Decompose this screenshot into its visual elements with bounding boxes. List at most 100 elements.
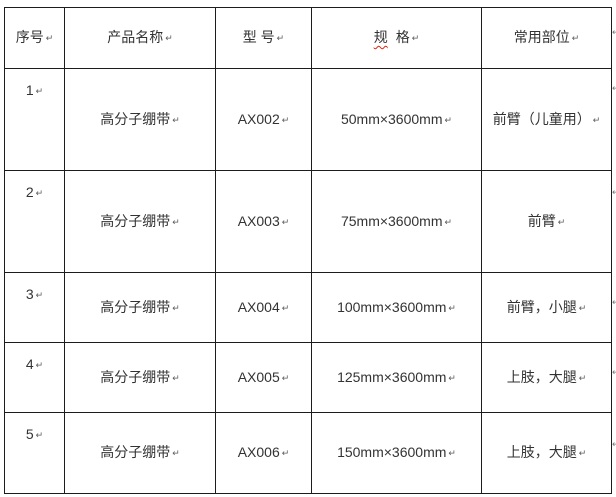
paragraph-mark-icon: ↵ (35, 290, 44, 300)
cell-spec[interactable]: 125mm×3600mm ↵ (311, 342, 482, 413)
table-row: 1 ↵ 高分子绷带 ↵ AX002 ↵ 50mm×3600mm ↵ 前臂（儿童用） ↵ (4, 68, 612, 171)
cell-spec[interactable]: 75mm×3600mm ↵ (311, 170, 482, 273)
cell-model[interactable]: AX002 ↵ (215, 68, 312, 171)
paragraph-mark-icon: ↵ (448, 372, 456, 383)
header-index-label: 序号 (15, 29, 44, 45)
table-row: 3 ↵ 高分子绷带 ↵ AX004 ↵ 100mm×3600mm ↵ 前臂，小腿 ↵ (4, 272, 612, 343)
spec-text: 125mm×3600mm (337, 368, 447, 385)
paragraph-mark-icon: ↵ (281, 114, 290, 125)
cell-spec[interactable]: 50mm×3600mm ↵ (311, 68, 482, 171)
row-end-mark-icon: ↵ (612, 27, 616, 37)
product-name-text: 高分子绷带 (100, 110, 171, 127)
model-text: AX002 (237, 110, 280, 127)
paragraph-mark-icon: ↵ (172, 448, 180, 458)
header-parts-label: 常用部位 (513, 29, 570, 45)
paragraph-mark-icon: ↵ (172, 114, 180, 125)
spec-text: 150mm×3600mm (337, 444, 447, 460)
row-end-mark-icon: ↵ (612, 439, 616, 449)
row-end-mark-icon: ↵ (612, 297, 616, 307)
cell-parts[interactable]: 上肢，大腿 ↵ (481, 412, 612, 494)
paragraph-mark-icon: ↵ (35, 360, 44, 370)
cell-index[interactable]: 2 ↵ (4, 170, 65, 273)
paragraph-mark-icon: ↵ (578, 448, 587, 458)
row-number: 2 (25, 184, 34, 200)
table-row: 2 ↵ 高分子绷带 ↵ AX003 ↵ 75mm×3600mm ↵ 前臂 ↵ (4, 170, 612, 273)
header-spec-label-rest: 格 (395, 29, 410, 45)
row-number: 4 (25, 356, 34, 372)
paragraph-mark-icon: ↵ (578, 302, 587, 313)
paragraph-mark-icon: ↵ (172, 302, 180, 313)
product-table: 序号 ↵ 产品名称 ↵ 型 号 ↵ 规格 ↵ 常用部位 ↵ 1 ↵ 高分子绷带 ↵ (4, 7, 612, 494)
cell-model[interactable]: AX003 ↵ (215, 170, 312, 273)
product-name-text: 高分子绷带 (100, 368, 171, 385)
cell-product-name[interactable]: 高分子绷带 ↵ (64, 412, 216, 494)
cell-model[interactable]: AX004 ↵ (215, 272, 312, 343)
spec-text: 50mm×3600mm (340, 110, 443, 127)
parts-text: 前臂（儿童用） (492, 110, 591, 127)
paragraph-mark-icon: ↵ (172, 216, 180, 227)
cell-product-name[interactable]: 高分子绷带 ↵ (64, 342, 216, 413)
paragraph-mark-icon: ↵ (281, 372, 290, 383)
cell-model[interactable]: AX005 ↵ (215, 342, 312, 413)
paragraph-mark-icon: ↵ (448, 448, 456, 458)
paragraph-mark-icon: ↵ (448, 302, 456, 313)
cell-product-name[interactable]: 高分子绷带 ↵ (64, 170, 216, 273)
row-end-mark-icon: ↵ (612, 83, 616, 93)
paragraph-mark-icon: ↵ (35, 430, 44, 440)
header-model-label: 型 号 (242, 29, 275, 45)
row-number: 5 (25, 426, 34, 442)
column-header-product-name[interactable]: 产品名称 ↵ (64, 7, 216, 69)
paragraph-mark-icon: ↵ (276, 33, 285, 43)
paragraph-mark-icon: ↵ (571, 33, 580, 43)
header-row: 序号 ↵ 产品名称 ↵ 型 号 ↵ 规格 ↵ 常用部位 ↵ (4, 7, 612, 69)
parts-text: 前臂 (527, 212, 556, 229)
spec-text: 75mm×3600mm (340, 212, 443, 229)
cell-parts[interactable]: 前臂 ↵ (481, 170, 612, 273)
row-number: 3 (25, 286, 34, 302)
model-text: AX003 (237, 212, 280, 229)
paragraph-mark-icon: ↵ (281, 216, 290, 227)
paragraph-mark-icon: ↵ (281, 302, 290, 313)
cell-index[interactable]: 4 ↵ (4, 342, 65, 413)
paragraph-mark-icon: ↵ (444, 216, 453, 227)
cell-index[interactable]: 3 ↵ (4, 272, 65, 343)
cell-spec[interactable]: 100mm×3600mm ↵ (311, 272, 482, 343)
paragraph-mark-icon: ↵ (444, 114, 453, 125)
product-name-text: 高分子绷带 (100, 212, 171, 229)
paragraph-mark-icon: ↵ (411, 33, 420, 43)
row-end-mark-icon: ↵ (612, 367, 616, 377)
paragraph-mark-icon: ↵ (35, 86, 44, 96)
column-header-index[interactable]: 序号 ↵ (4, 7, 65, 69)
column-header-model[interactable]: 型 号 ↵ (215, 7, 312, 69)
cell-spec[interactable]: 150mm×3600mm ↵ (311, 412, 482, 494)
model-text: AX006 (237, 444, 280, 460)
model-text: AX004 (237, 298, 280, 315)
cell-parts[interactable]: 前臂（儿童用） ↵ (481, 68, 612, 171)
parts-text: 前臂，小腿 (506, 298, 577, 315)
model-text: AX005 (237, 368, 280, 385)
column-header-spec[interactable]: 规格 ↵ (311, 7, 482, 69)
paragraph-mark-icon: ↵ (281, 448, 290, 458)
column-header-parts[interactable]: 常用部位 ↵ (481, 7, 612, 69)
cell-index[interactable]: 5 ↵ (4, 412, 65, 494)
cell-parts[interactable]: 上肢，大腿 ↵ (481, 342, 612, 413)
table-row: 5 ↵ 高分子绷带 ↵ AX006 ↵ 150mm×3600mm ↵ 上肢，大腿 ↵ (4, 412, 612, 494)
paragraph-mark-icon: ↵ (172, 372, 180, 383)
row-end-mark-icon: ↵ (612, 187, 616, 197)
paragraph-mark-icon: ↵ (592, 114, 601, 125)
cell-index[interactable]: 1 ↵ (4, 68, 65, 171)
paragraph-mark-icon: ↵ (165, 33, 173, 43)
row-number: 1 (25, 82, 34, 98)
paragraph-mark-icon: ↵ (578, 372, 587, 383)
parts-text: 上肢，大腿 (506, 368, 577, 385)
product-name-text: 高分子绷带 (100, 298, 171, 315)
cell-parts[interactable]: 前臂，小腿 ↵ (481, 272, 612, 343)
cell-product-name[interactable]: 高分子绷带 ↵ (64, 272, 216, 343)
parts-text: 上肢，大腿 (506, 444, 577, 460)
paragraph-mark-icon: ↵ (557, 216, 566, 227)
paragraph-mark-icon: ↵ (45, 33, 54, 43)
cell-product-name[interactable]: 高分子绷带 ↵ (64, 68, 216, 171)
spec-text: 100mm×3600mm (337, 298, 447, 315)
cell-model[interactable]: AX006 ↵ (215, 412, 312, 494)
